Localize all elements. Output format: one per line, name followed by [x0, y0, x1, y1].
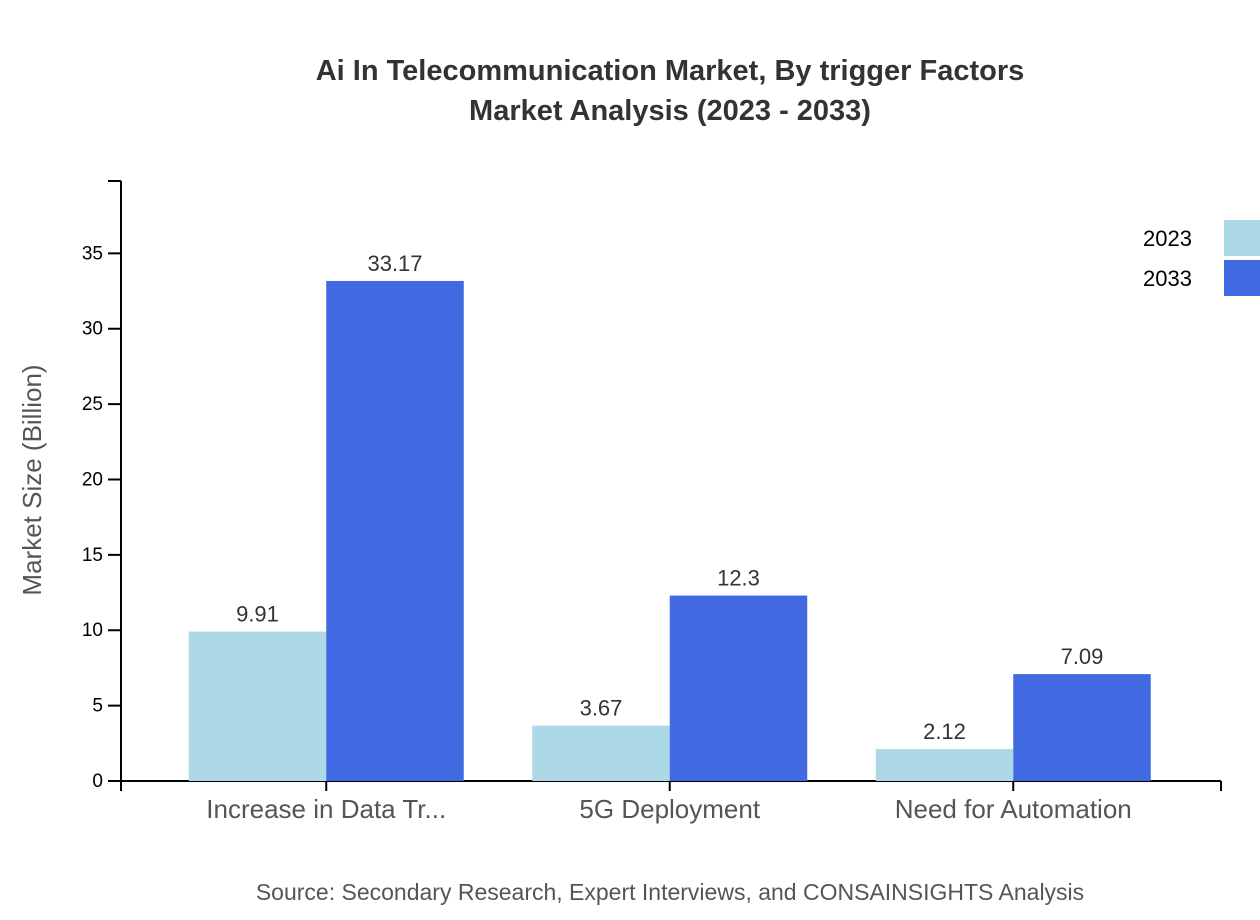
y-tick-label: 0 [92, 771, 103, 792]
bar-2023 [188, 631, 327, 781]
y-tick-label: 25 [82, 394, 103, 415]
chart-title: Ai In Telecommunication Market, By trigg… [316, 55, 1025, 87]
y-tick-label: 10 [82, 620, 103, 641]
legend-swatch-2033 [1224, 260, 1260, 296]
source-note: Source: Secondary Research, Expert Inter… [256, 879, 1084, 905]
data-label: 3.67 [580, 696, 623, 721]
y-tick-label: 15 [82, 545, 103, 566]
y-tick-label: 35 [82, 243, 103, 264]
data-label: 9.91 [236, 602, 279, 627]
y-tick-label: 20 [82, 469, 103, 490]
y-tick-label: 5 [92, 696, 103, 717]
bar-2023 [875, 749, 1014, 781]
y-tick-label: 30 [82, 319, 103, 340]
data-label: 12.3 [717, 566, 760, 591]
bar-2033 [1013, 674, 1151, 781]
bar-2033 [669, 595, 808, 781]
bar-2033 [326, 280, 464, 781]
bar-2023 [532, 725, 670, 781]
chart-subtitle: Market Analysis (2023 - 2033) [469, 95, 871, 127]
data-label: 7.09 [1061, 644, 1104, 669]
x-tick-label: 5G Deployment [579, 794, 760, 824]
y-axis-label: Market Size (Billion) [17, 364, 47, 595]
legend-label: 2033 [1143, 266, 1192, 291]
x-tick-label: Increase in Data Tr... [206, 794, 446, 824]
legend-swatch-2023 [1224, 220, 1260, 256]
data-label: 2.12 [923, 719, 966, 744]
data-label: 33.17 [367, 251, 422, 276]
legend-label: 2023 [1143, 226, 1192, 251]
x-tick-label: Need for Automation [895, 794, 1132, 824]
